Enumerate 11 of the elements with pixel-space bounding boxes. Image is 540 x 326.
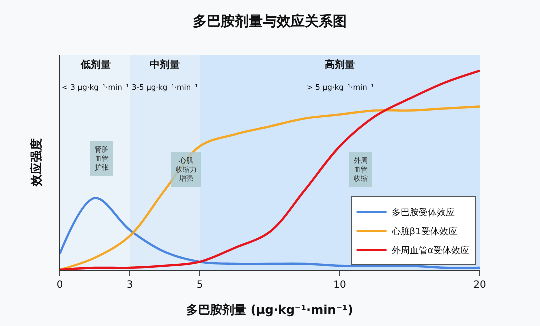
y-axis-title: 效应强度	[29, 138, 44, 188]
x-tick-label: 3	[126, 280, 134, 291]
x-tick-label: 10	[334, 280, 346, 291]
legend-label: 心脏β1受体效应	[390, 226, 458, 238]
x-tick-label: 20	[474, 280, 486, 291]
legend-label: 多巴胺受体效应	[392, 208, 455, 219]
x-axis-title: 多巴胺剂量 (μg·kg⁻¹·min⁻¹)	[186, 302, 354, 317]
x-tick-label: 5	[196, 280, 204, 291]
x-tick-label: 0	[56, 280, 64, 291]
chart-title: 多巴胺剂量与效应关系图	[193, 13, 347, 30]
legend-label: 外周血管α受体效应	[392, 246, 470, 257]
